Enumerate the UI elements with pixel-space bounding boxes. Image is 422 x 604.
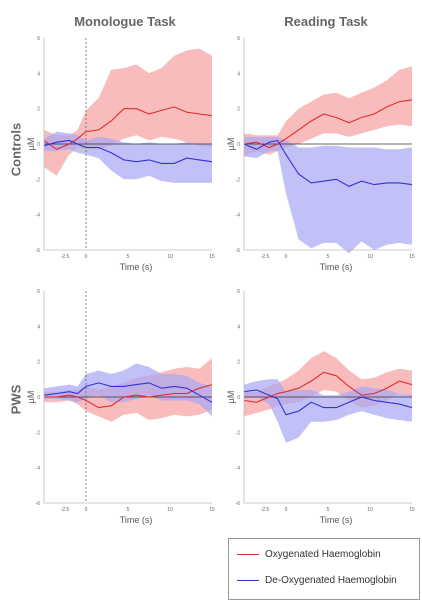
- x-tick-label: 15: [209, 254, 215, 260]
- y-tick-label: 2: [237, 107, 240, 113]
- x-tick-label: 10: [167, 254, 173, 260]
- x-tick-label: 5: [327, 254, 330, 260]
- x-axis-label: Time (s): [120, 262, 153, 272]
- x-tick-label: -2.5: [61, 507, 70, 513]
- y-axis-label: µM: [26, 138, 36, 151]
- x-tick-label: 10: [167, 507, 173, 513]
- panel-controls-monologue: -6 -4 -2 0 2 4 6 -2.5 0 5 10 15 Time (s) µM: [22, 34, 218, 289]
- series-line-deoxy: [43, 139, 213, 164]
- legend-swatch-deoxygenated: [237, 580, 259, 581]
- y-tick-label: 2: [37, 360, 40, 366]
- x-tick-label: 5: [127, 507, 130, 513]
- x-axis-label: Time (s): [120, 515, 153, 525]
- y-tick-label: 2: [37, 107, 40, 113]
- y-tick-label: -2: [236, 177, 241, 183]
- legend-item-deoxygenated: De-Oxygenated Haemoglobin: [237, 575, 397, 586]
- x-tick-label: 10: [367, 507, 373, 513]
- x-tick-label: 15: [409, 254, 415, 260]
- x-axis-label: Time (s): [320, 515, 353, 525]
- y-tick-label: -6: [36, 501, 41, 507]
- x-tick-label: 10: [367, 254, 373, 260]
- x-tick-label: -2.5: [261, 254, 270, 260]
- y-tick-label: -4: [236, 466, 241, 472]
- y-tick-label: 2: [237, 360, 240, 366]
- panel-controls-reading: -6 -4 -2 0 2 4 6 -2.5 0 5 10 15 Time (s) µM: [222, 34, 418, 289]
- series-line-deoxy: [243, 139, 413, 188]
- y-tick-label: -6: [36, 248, 41, 254]
- x-tick-label: 0: [285, 507, 288, 513]
- legend-swatch-oxygenated: [237, 554, 259, 555]
- legend-item-oxygenated: Oxygenated Haemoglobin: [237, 549, 381, 560]
- chart-svg: -6 -4 -2 0 2 4 6 -2.5 0 5 10 15 Time (s) µM: [226, 289, 415, 525]
- legend-label-oxygenated: Oxygenated Haemoglobin: [265, 549, 381, 560]
- x-tick-label: 5: [127, 254, 130, 260]
- y-tick-label: 0: [37, 142, 40, 148]
- y-tick-label: -6: [236, 248, 241, 254]
- y-tick-label: -6: [236, 501, 241, 507]
- y-tick-label: 0: [237, 142, 240, 148]
- y-tick-label: -2: [36, 430, 41, 436]
- series-line-oxy: [44, 384, 213, 409]
- y-tick-label: 4: [37, 71, 40, 77]
- y-tick-label: -2: [236, 430, 241, 436]
- x-tick-label: 15: [409, 507, 415, 513]
- y-tick-label: 4: [37, 324, 40, 330]
- y-axis-label: µM: [26, 391, 36, 404]
- x-tick-label: 0: [85, 507, 88, 513]
- series-line-oxy: [243, 99, 413, 149]
- y-tick-label: 0: [37, 395, 40, 401]
- x-tick-label: 0: [85, 254, 88, 260]
- y-tick-label: -4: [36, 213, 41, 219]
- y-tick-label: 4: [237, 324, 240, 330]
- legend: Oxygenated Haemoglobin De-Oxygenated Hae…: [228, 538, 420, 600]
- column-title-monologue: Monologue Task: [74, 14, 176, 29]
- series-line-deoxy: [43, 382, 213, 403]
- y-tick-label: 6: [37, 36, 40, 42]
- panel-pws-monologue: -6 -4 -2 0 2 4 6 -2.5 0 5 10 15 Time (s) µM: [22, 287, 218, 542]
- series-line-deoxy: [243, 389, 413, 416]
- legend-label-deoxygenated: De-Oxygenated Haemoglobin: [265, 575, 397, 586]
- y-tick-label: -4: [236, 213, 241, 219]
- x-tick-label: -2.5: [261, 507, 270, 513]
- column-title-reading: Reading Task: [284, 14, 368, 29]
- y-tick-label: -2: [36, 177, 41, 183]
- ci-band-deoxy: [44, 131, 212, 183]
- x-tick-label: 15: [209, 507, 215, 513]
- x-axis-label: Time (s): [320, 262, 353, 272]
- chart-svg: -6 -4 -2 0 2 4 6 -2.5 0 5 10 15 Time (s) µM: [226, 36, 415, 272]
- y-tick-label: 6: [237, 289, 240, 295]
- ci-band-deoxy: [244, 136, 412, 254]
- x-tick-label: -2.5: [61, 254, 70, 260]
- ci-band-deoxy: [244, 379, 412, 443]
- panel-pws-reading: -6 -4 -2 0 2 4 6 -2.5 0 5 10 15 Time (s) µM: [222, 287, 418, 542]
- y-axis-label: µM: [226, 138, 236, 151]
- chart-svg: -6 -4 -2 0 2 4 6 -2.5 0 5 10 15 Time (s) µM: [26, 36, 215, 272]
- y-axis-label: µM: [226, 391, 236, 404]
- x-tick-label: 0: [285, 254, 288, 260]
- y-tick-label: 6: [237, 36, 240, 42]
- ci-band-oxy: [244, 66, 412, 157]
- y-tick-label: 4: [237, 71, 240, 77]
- y-tick-label: 6: [37, 289, 40, 295]
- y-tick-label: -4: [36, 466, 41, 472]
- y-tick-label: 0: [237, 395, 240, 401]
- x-tick-label: 5: [327, 507, 330, 513]
- chart-svg: -6 -4 -2 0 2 4 6 -2.5 0 5 10 15 Time (s) µM: [26, 289, 215, 525]
